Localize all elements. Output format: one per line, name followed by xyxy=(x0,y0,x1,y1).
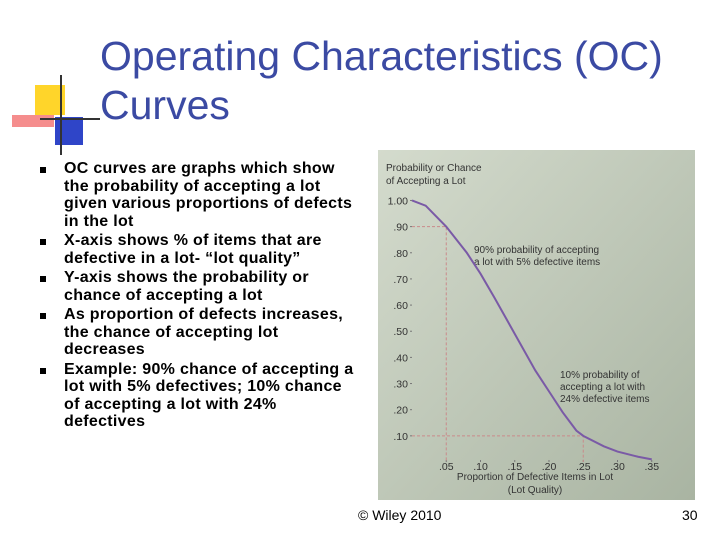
y-tick-label: .40 xyxy=(393,352,408,364)
bullet: OC curves are graphs which show the prob… xyxy=(40,160,360,230)
x-tick-label: .25 xyxy=(576,461,591,473)
y-axis-label: Probability or Chance xyxy=(386,163,482,174)
bullet: As proportion of defects increases, the … xyxy=(40,306,360,359)
y-tick-label: .20 xyxy=(393,405,408,417)
bullet: Example: 90% chance of accepting a lot w… xyxy=(40,361,360,431)
y-tick-label: .30 xyxy=(393,379,408,391)
annotation: 90% probability of accepting xyxy=(474,245,599,256)
x-tick-label: .05 xyxy=(439,461,454,473)
x-tick-label: .20 xyxy=(542,461,557,473)
chart-background xyxy=(378,150,695,500)
x-tick-label: .30 xyxy=(610,461,625,473)
oc-curve xyxy=(411,199,652,461)
copyright: © Wiley 2010 xyxy=(358,507,442,523)
y-tick-label: .10 xyxy=(393,431,408,443)
bullet-list: OC curves are graphs which show the prob… xyxy=(40,160,360,433)
y-tick-label: .90 xyxy=(393,222,408,234)
x-tick-label: .35 xyxy=(644,461,659,473)
decoration xyxy=(40,118,100,120)
title: Curves xyxy=(100,82,230,128)
bullet: Y-axis shows the probability or chance o… xyxy=(40,269,360,304)
x-tick-label: .10 xyxy=(473,461,488,473)
y-tick-label: .60 xyxy=(393,300,408,312)
title: Operating Characteristics (OC) xyxy=(100,33,663,79)
annotation: 10% probability of xyxy=(560,370,640,381)
y-tick-label: .80 xyxy=(393,248,408,260)
annotation: 24% defective items xyxy=(560,394,650,405)
x-axis-label: Proportion of Defective Items in Lot xyxy=(457,472,613,483)
y-axis-label: of Accepting a Lot xyxy=(386,176,466,187)
annotation: a lot with 5% defective items xyxy=(474,257,600,268)
decoration xyxy=(55,117,83,145)
annotation: accepting a lot with xyxy=(560,382,645,393)
x-tick-label: .15 xyxy=(507,461,522,473)
reference-line xyxy=(412,226,447,462)
y-tick-label: .70 xyxy=(393,274,408,286)
bullet: X-axis shows % of items that are defecti… xyxy=(40,232,360,267)
page-number: 30 xyxy=(682,507,698,523)
y-tick-label: .50 xyxy=(393,326,408,338)
y-tick-label: 1.00 xyxy=(388,195,409,207)
decoration xyxy=(60,75,62,155)
x-axis-label: (Lot Quality) xyxy=(508,485,562,496)
